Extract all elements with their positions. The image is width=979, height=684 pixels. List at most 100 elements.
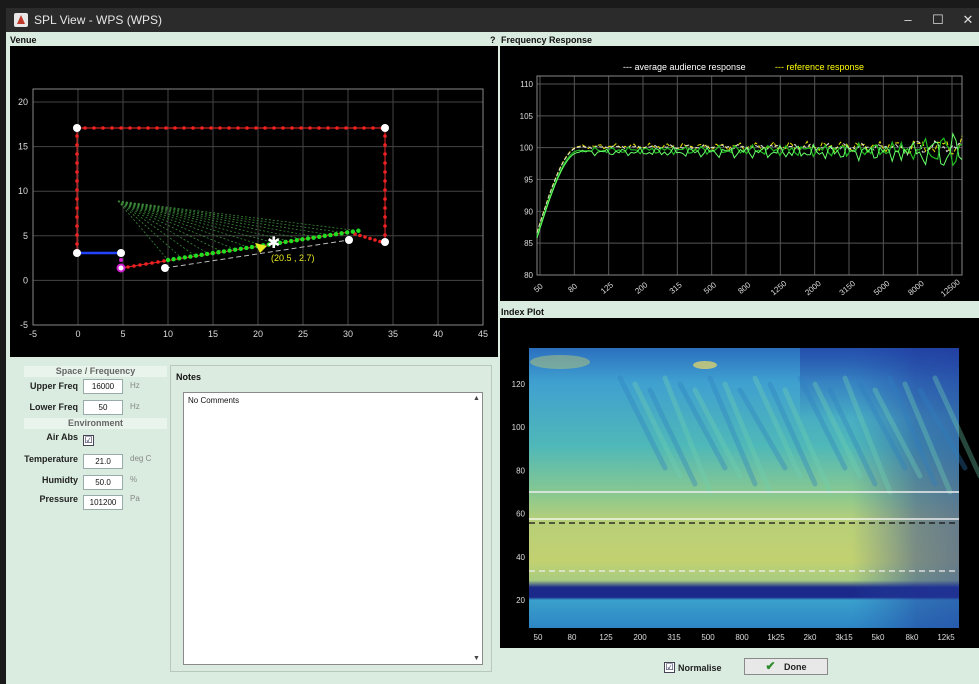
audience-axis-line — [164, 239, 350, 269]
index-y-tick: 40 — [516, 553, 525, 562]
freq-y-tick: 110 — [520, 80, 533, 89]
notes-textarea[interactable]: No Comments ▲ ▼ — [183, 392, 483, 665]
humidity-label: Humidty — [42, 475, 78, 485]
corner-node[interactable] — [117, 249, 125, 257]
frequency-response-plot[interactable]: 110 105 100 95 90 85 80 50 80 125 200 315 500 800 125… — [500, 46, 979, 301]
main-window: SPL View - WPS (WPS) – ☐ ✕ Venue ? -5 0 5 1… — [6, 8, 979, 684]
upper-freq-unit: Hz — [130, 381, 140, 390]
done-button[interactable]: ✔ Done — [744, 658, 828, 675]
venue-title: Venue — [10, 35, 37, 45]
venue-x-tick: 20 — [253, 329, 263, 339]
index-x-tick: 12k5 — [937, 633, 955, 642]
lower-freq-input[interactable] — [83, 400, 123, 415]
freq-x-tick: 12500 — [939, 277, 962, 299]
help-icon[interactable]: ? — [490, 35, 496, 45]
corner-node[interactable] — [381, 124, 389, 132]
temperature-unit: deg C — [130, 454, 152, 463]
index-x-tick: 3k15 — [835, 633, 853, 642]
humidity-input[interactable] — [83, 475, 123, 490]
notes-text: No Comments — [188, 396, 240, 405]
index-y-tick: 120 — [512, 380, 526, 389]
corner-node[interactable] — [381, 238, 389, 246]
corner-node[interactable] — [161, 264, 169, 272]
venue-y-tick: 5 — [23, 231, 28, 241]
boundary-markers — [75, 126, 387, 269]
freq-y-tick: 95 — [524, 176, 533, 185]
scroll-up-icon[interactable]: ▲ — [473, 395, 480, 402]
air-abs-checkbox[interactable]: ☑ — [83, 435, 94, 446]
freq-y-tick: 80 — [524, 271, 533, 280]
venue-y-tick: 15 — [18, 142, 28, 152]
frequency-response-title: Frequency Response — [501, 35, 593, 45]
upper-freq-label: Upper Freq — [29, 381, 78, 391]
legend-average: --- average audience response — [623, 62, 746, 72]
venue-x-tick: 45 — [478, 329, 488, 339]
audience-points — [165, 228, 361, 263]
venue-grid — [32, 89, 484, 326]
freq-x-tick: 80 — [566, 281, 579, 294]
corner-node[interactable] — [73, 249, 81, 257]
done-label: Done — [784, 662, 807, 672]
venue-x-tick: 30 — [343, 329, 353, 339]
freq-grid — [537, 76, 962, 276]
freq-x-tick: 200 — [633, 280, 649, 296]
venue-plot[interactable]: -5 0 5 10 15 20 25 30 35 40 45 20 15 10 5 0 -5 — [10, 46, 498, 357]
window-title: SPL View - WPS (WPS) — [34, 13, 163, 27]
temperature-label: Temperature — [24, 454, 78, 464]
index-x-tick: 315 — [667, 633, 681, 642]
venue-axes-frame — [32, 88, 484, 326]
corner-node[interactable] — [73, 124, 81, 132]
lower-freq-unit: Hz — [130, 402, 140, 411]
title-bar: SPL View - WPS (WPS) – ☐ ✕ — [6, 8, 979, 32]
normalise-checkbox[interactable]: ☑ — [664, 662, 675, 673]
scroll-down-icon[interactable]: ▼ — [473, 655, 480, 662]
freq-x-tick: 50 — [532, 281, 545, 294]
matlab-logo-icon — [14, 13, 28, 27]
reference-response-line — [536, 135, 963, 233]
index-x-tick: 500 — [701, 633, 715, 642]
freq-x-tick: 8000 — [906, 279, 926, 298]
index-y-axis: 120 100 80 60 40 20 — [512, 380, 526, 605]
freq-x-tick: 800 — [736, 280, 752, 296]
index-plot[interactable]: 120 100 80 60 40 20 50 80 125 200 315 500 800 1k25 2k… — [500, 318, 979, 648]
freq-y-tick: 85 — [524, 239, 533, 248]
freq-y-tick: 90 — [524, 207, 533, 216]
pressure-input[interactable] — [83, 495, 123, 510]
freq-axes-frame — [536, 75, 963, 276]
freq-x-tick: 2000 — [803, 279, 823, 298]
venue-x-axis: -5 0 5 10 15 20 25 30 35 40 45 — [29, 329, 488, 339]
venue-x-tick: 35 — [388, 329, 398, 339]
upper-freq-input[interactable] — [83, 379, 123, 394]
index-x-tick: 200 — [633, 633, 647, 642]
maximize-button[interactable]: ☐ — [932, 12, 944, 27]
index-y-tick: 80 — [516, 466, 525, 475]
index-svg: 120 100 80 60 40 20 50 80 125 200 315 500 800 1k25 2k… — [512, 348, 979, 642]
lower-freq-label: Lower Freq — [29, 402, 78, 412]
air-abs-label: Air Abs — [46, 432, 78, 442]
venue-y-tick: 10 — [18, 186, 28, 196]
notes-title: Notes — [176, 372, 202, 382]
venue-svg: -5 0 5 10 15 20 25 30 35 40 45 20 15 10 5 0 -5 — [18, 88, 488, 339]
index-x-tick: 8k0 — [906, 633, 919, 642]
speaker-marker — [119, 258, 123, 262]
venue-y-tick: 20 — [18, 97, 28, 107]
index-streaks — [530, 355, 979, 495]
venue-x-tick: 15 — [208, 329, 218, 339]
temperature-input[interactable] — [83, 454, 123, 469]
venue-x-tick: 40 — [433, 329, 443, 339]
humidity-unit: % — [130, 475, 138, 484]
index-y-tick: 60 — [516, 510, 525, 519]
minimize-button[interactable]: – — [904, 12, 912, 27]
close-button[interactable]: ✕ — [962, 12, 974, 27]
speaker-rays — [117, 200, 358, 261]
index-x-tick: 125 — [599, 633, 613, 642]
response-series-b — [536, 132, 963, 239]
index-y-tick: 100 — [512, 423, 526, 432]
checkmark-icon: ✔ — [765, 659, 776, 673]
environment-header: Environment — [24, 418, 167, 429]
pressure-unit: Pa — [130, 494, 140, 503]
space-frequency-header: Space / Frequency — [24, 366, 167, 377]
speaker-node[interactable] — [116, 263, 126, 273]
corner-node[interactable] — [345, 236, 353, 244]
